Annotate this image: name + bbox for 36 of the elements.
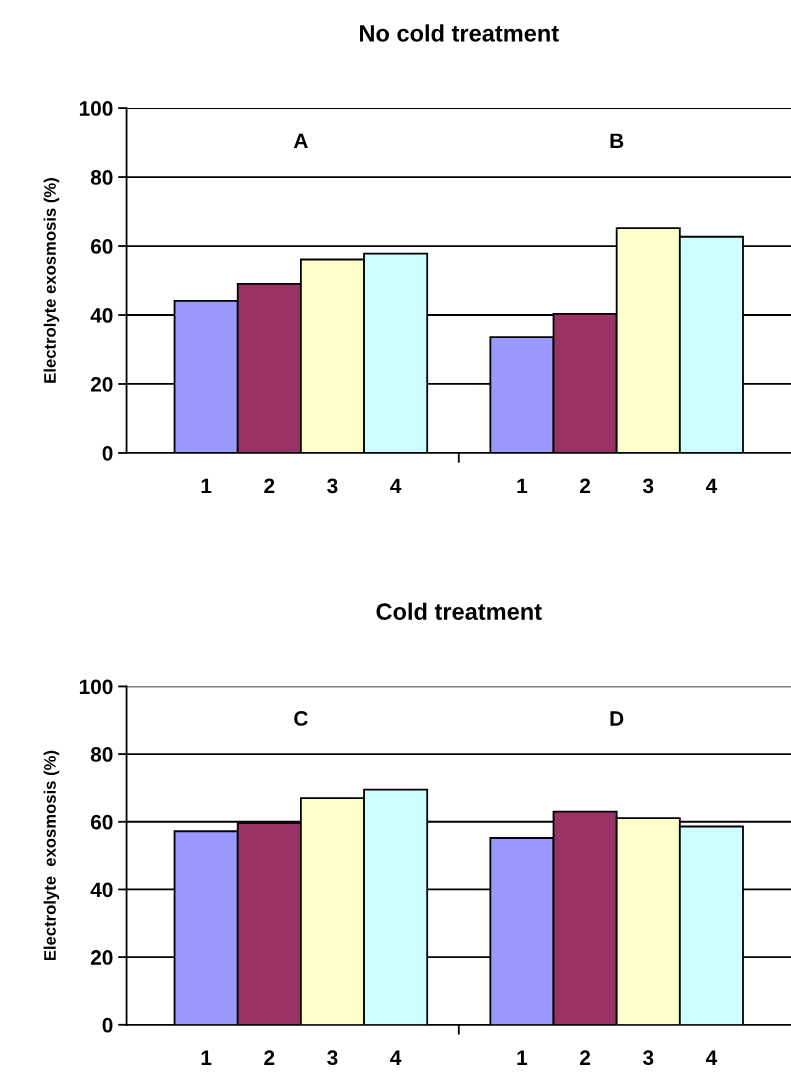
y-tick-label: 20 — [90, 950, 113, 965]
y-tick-label: 40 — [90, 882, 113, 898]
x-tick-label: 1 — [201, 478, 212, 494]
y-axis-title: Electrolyte exosmosis (%) — [43, 178, 60, 383]
annotation: D — [610, 711, 624, 726]
annotation: A — [293, 133, 308, 148]
y-tick-label: 60 — [90, 239, 113, 254]
y-tick-label: 80 — [90, 747, 113, 762]
x-tick-label: 3 — [327, 1050, 338, 1066]
x-tick-label: 4 — [390, 478, 402, 494]
x-tick-label: 3 — [327, 478, 338, 494]
y-tick-label: 0 — [102, 1017, 113, 1033]
y-tick-label: 20 — [90, 376, 113, 392]
x-tick-label: 4 — [705, 1050, 718, 1065]
x-tick-label: 4 — [390, 1050, 402, 1065]
y-tick-label: 60 — [90, 814, 113, 830]
y-axis-title: Electrolyte exosmosis (%) — [43, 750, 60, 961]
x-tick-label: 2 — [264, 478, 275, 494]
y-tick-label: 40 — [90, 308, 113, 323]
x-tick-label: 1 — [517, 1050, 528, 1065]
x-tick-label: 1 — [517, 478, 528, 494]
y-tick-label: 0 — [102, 445, 113, 461]
chart-title: No cold treatment — [360, 24, 559, 42]
chart-title: Cold treatment — [376, 602, 542, 620]
y-tick-label: 100 — [79, 679, 113, 695]
x-tick-label: 4 — [705, 478, 718, 494]
x-tick-label: 2 — [580, 478, 591, 494]
annotation: B — [610, 133, 624, 148]
x-tick-label: 2 — [580, 1050, 591, 1065]
y-tick-label: 80 — [90, 170, 113, 185]
y-tick-label: 100 — [79, 101, 113, 116]
x-tick-label: 3 — [642, 1050, 654, 1066]
x-tick-label: 2 — [264, 1050, 275, 1065]
x-tick-label: 1 — [201, 1050, 212, 1065]
x-tick-label: 3 — [642, 478, 654, 494]
annotation: C — [294, 711, 308, 726]
